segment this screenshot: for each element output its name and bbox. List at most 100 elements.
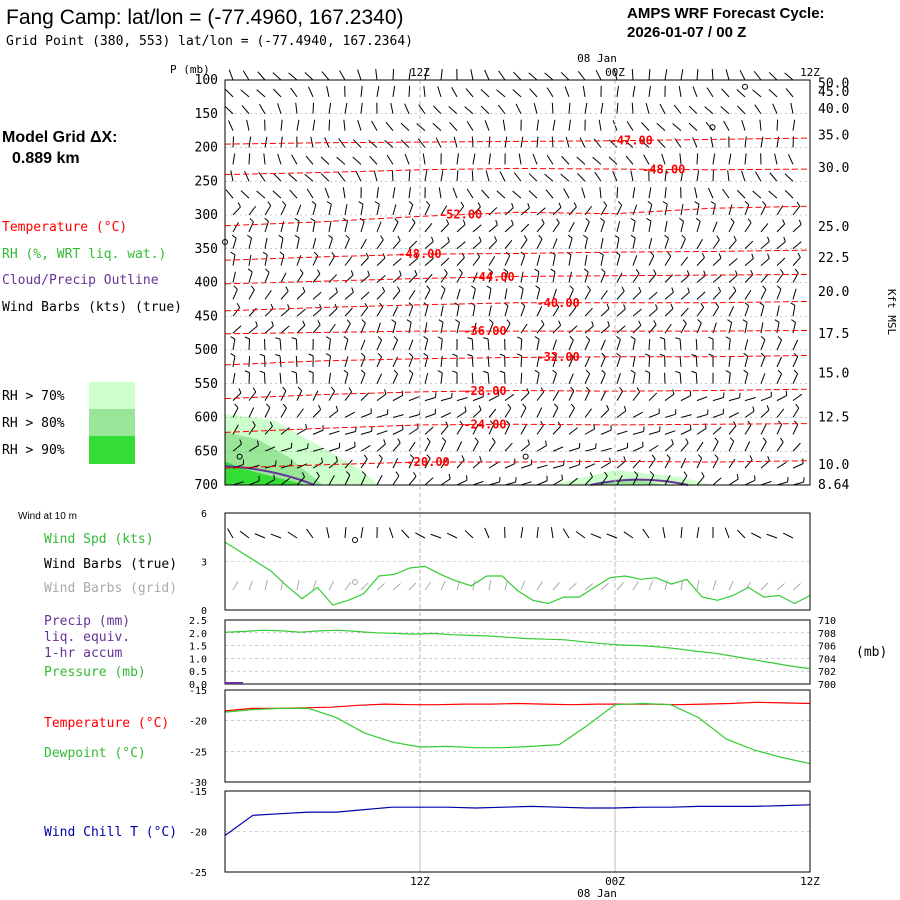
wind-barb <box>440 412 452 418</box>
wind-barb <box>498 70 506 81</box>
wind-barb <box>784 72 794 81</box>
wind-barb <box>696 204 700 216</box>
wind-barb <box>679 355 682 367</box>
wind-barb <box>520 392 530 401</box>
barb-feather <box>591 321 594 327</box>
wind-barb-grid <box>744 581 752 591</box>
wind-barb <box>288 72 298 81</box>
wind-barb <box>728 221 735 233</box>
wind-barb <box>552 207 562 216</box>
wind-barb <box>344 256 353 266</box>
wind-barb <box>404 153 410 165</box>
wind-barb <box>776 461 787 469</box>
isotherm-line <box>224 354 811 366</box>
wind-barb <box>440 288 446 300</box>
barb-feather <box>351 287 354 293</box>
wind-barb <box>480 89 490 98</box>
wind-barb <box>472 224 482 233</box>
wind-barb <box>768 71 778 81</box>
barb-feather <box>343 369 349 374</box>
barb-feather <box>653 269 657 275</box>
wind-barb <box>248 289 255 300</box>
wind-barb <box>536 306 543 317</box>
wind-barb-grid <box>760 582 769 591</box>
wind-barb-grid <box>712 580 717 591</box>
wind-barb <box>648 68 651 81</box>
wind-barb <box>424 441 431 452</box>
wind-barb <box>246 119 250 131</box>
barb-feather <box>236 302 241 308</box>
calm-circle <box>522 453 529 460</box>
windchill-panel: -25 -20 -15 <box>189 787 811 879</box>
wind-barb-grid <box>344 581 352 591</box>
wind-barb <box>712 239 720 250</box>
wind-barb <box>328 410 339 418</box>
barb-feather <box>742 319 748 323</box>
barb-feather <box>717 286 722 292</box>
wind-barb <box>417 138 426 148</box>
wind-barb <box>744 258 754 267</box>
wind-barb-true <box>464 530 474 539</box>
wind-barb <box>440 241 450 250</box>
wind-barb <box>408 305 414 317</box>
wind-barb <box>752 190 762 199</box>
barb-feather <box>264 217 269 222</box>
wind-barb <box>776 424 783 435</box>
wind-barb <box>392 457 399 469</box>
wind-barb <box>648 474 655 486</box>
wind-barb <box>424 204 431 216</box>
wind-barb <box>680 307 689 317</box>
barb-feather <box>396 286 401 292</box>
barb-feather <box>382 286 386 292</box>
wind-barb <box>456 410 467 418</box>
wind-barb <box>616 308 626 317</box>
wind-barb <box>279 338 282 351</box>
barb-feather <box>282 386 287 392</box>
wind-barb <box>456 288 461 300</box>
wind-barb <box>645 102 650 114</box>
wind-barb <box>776 373 783 384</box>
barb-feather <box>250 285 255 291</box>
barb-feather <box>733 235 737 241</box>
barb-feather <box>691 353 697 357</box>
wind-barb <box>264 479 275 486</box>
wind-barb <box>232 355 236 367</box>
wind-barb <box>584 447 596 452</box>
wind-barb <box>488 240 497 250</box>
wind-barb <box>520 255 526 266</box>
wind-barb <box>632 446 644 452</box>
wind-barb <box>680 256 689 266</box>
barb-feather <box>662 201 668 205</box>
wind-barb <box>440 478 451 486</box>
wind-barb <box>768 190 778 199</box>
wind-barb <box>664 413 676 418</box>
wind-barb <box>344 204 348 216</box>
wind-barb <box>584 339 591 351</box>
wind-barb <box>232 443 242 452</box>
wind-barb <box>277 103 282 114</box>
wind-barb <box>564 86 570 98</box>
wind-barb <box>502 119 506 131</box>
wind-barb <box>360 412 372 418</box>
wind-barb <box>520 223 530 233</box>
barb-feather <box>697 319 702 324</box>
wind-barb <box>456 397 468 402</box>
barb-feather <box>252 387 257 393</box>
wind-barb <box>504 255 511 266</box>
barb-feather <box>760 336 766 341</box>
wind-barb <box>472 288 476 300</box>
barb-feather <box>545 440 547 446</box>
time-tick-label: 12Z <box>410 66 430 79</box>
wind-barb <box>612 170 618 182</box>
barb-feather <box>335 405 339 411</box>
wind-barb <box>440 257 450 266</box>
height-axis-labels: 50.045.0 40.0 35.0 30.0 25.0 22.5 20.0 17.5 15.0… <box>818 76 849 493</box>
barb-feather <box>301 472 306 478</box>
barb-feather <box>437 336 443 340</box>
wind-barb <box>616 204 623 216</box>
wind-barb <box>328 355 332 367</box>
barb-feather <box>617 201 623 206</box>
barb-feather <box>335 456 339 462</box>
wind-barb <box>424 477 434 486</box>
barb-feather <box>570 386 575 392</box>
